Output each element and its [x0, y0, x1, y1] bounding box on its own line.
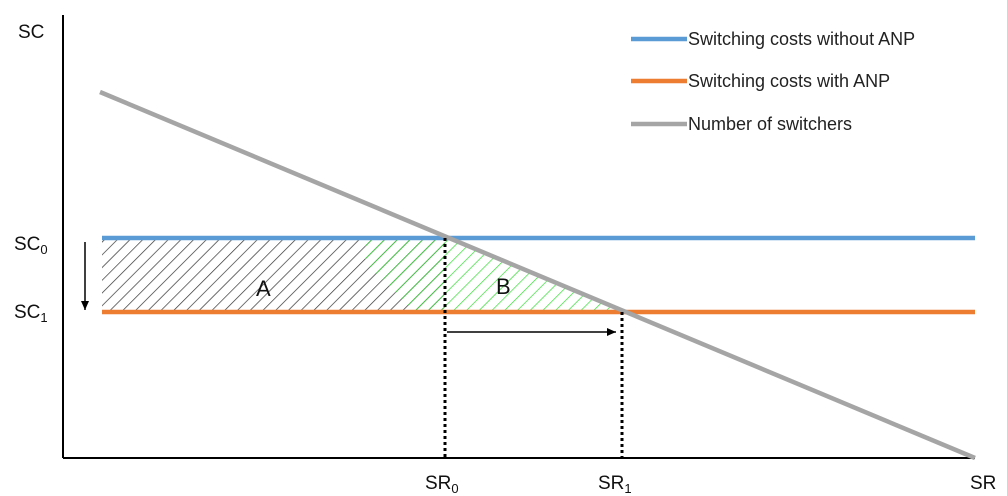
sr0-label: SR0: [425, 473, 459, 496]
sr1-label: SR1: [598, 473, 632, 496]
area-a-hatch: [102, 238, 445, 312]
x-axis-label: SR: [970, 473, 996, 494]
legend-label-switchers: Number of switchers: [688, 114, 852, 134]
legend-label-with-anp: Switching costs with ANP: [688, 71, 890, 91]
legend: Switching costs without ANP Switching co…: [631, 29, 915, 134]
area-b-label: B: [496, 274, 511, 299]
legend-label-without-anp: Switching costs without ANP: [688, 29, 915, 49]
sc0-label: SC0: [14, 234, 48, 257]
y-axis-label: SC: [18, 22, 44, 43]
sc1-label: SC1: [14, 302, 48, 325]
number-of-switchers-line: [99, 89, 976, 461]
area-b-hatch: [365, 238, 622, 312]
area-a-label: A: [256, 276, 271, 301]
